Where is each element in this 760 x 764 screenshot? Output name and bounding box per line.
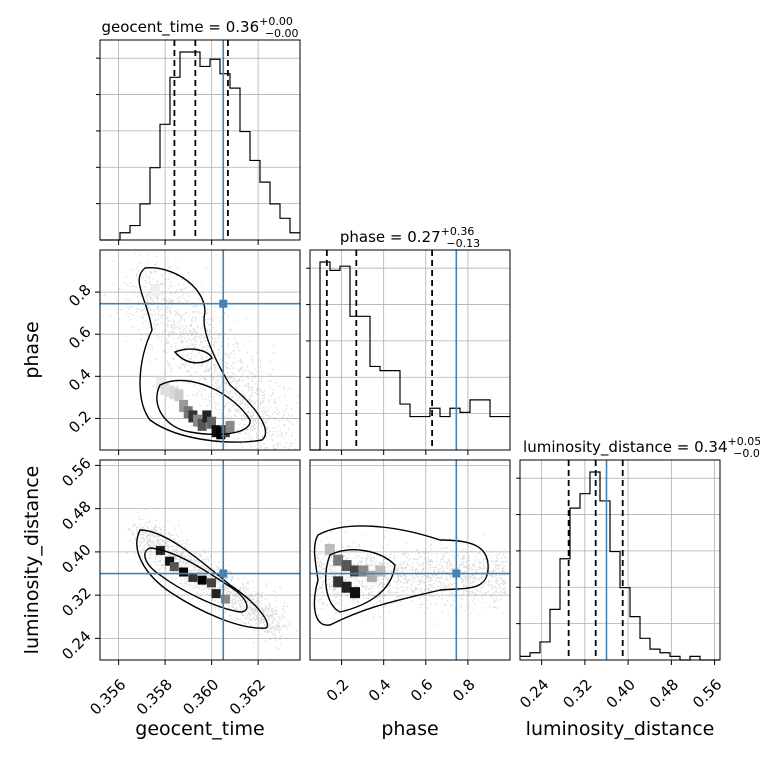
ytick-label-luminosity-distance: 0.48 [58, 497, 94, 533]
panel-phase-vs-geocent-time-density-cell [202, 410, 212, 423]
panel-luminosity-distance-vs-geocent-time-density-cell [211, 589, 221, 599]
xlabel-phase: phase [381, 718, 438, 740]
panel-luminosity-distance-vs-phase-bg [310, 460, 510, 660]
panel-phase-vs-geocent-time-density-cell [197, 418, 207, 431]
ytick-label-phase: 0.8 [65, 281, 95, 311]
panel-luminosity-distance-vs-geocent-time-density-cell [169, 562, 179, 572]
hist-luminosity-distance-frame [519, 459, 721, 661]
ylabel-phase: phase [21, 321, 43, 378]
panel-luminosity-distance-vs-phase-injection-marker [452, 569, 461, 578]
panel-phase-vs-geocent-time-contour-outer [138, 267, 267, 443]
ytick-label-phase: 0.6 [65, 323, 95, 353]
panel-luminosity-distance-vs-phase-frame [309, 459, 511, 661]
panel-luminosity-distance-vs-phase-density-cell [333, 576, 344, 588]
panel-luminosity-distance-vs-geocent-time-density-cell [188, 572, 198, 582]
panel-phase-vs-geocent-time-density-cell [183, 406, 193, 419]
panel-luminosity-distance-vs-phase-density-cell [324, 543, 335, 555]
panel-luminosity-distance-vs-geocent-time-density-cell [165, 556, 175, 566]
xlabel-geocent-time: geocent_time [135, 718, 264, 740]
xtick-label-luminosity-distance: 0.56 [689, 675, 725, 711]
panel-phase-vs-geocent-time-density-cell [160, 383, 170, 396]
hist-geocent-time-frame [99, 39, 301, 241]
panel-luminosity-distance-vs-geocent-time-contour-inner [144, 547, 248, 613]
panel-luminosity-distance-vs-phase-density-cell [350, 587, 360, 599]
hist-phase-frame [309, 249, 511, 451]
panel-phase-vs-geocent-time-density-cell [165, 385, 175, 398]
xtick-label-luminosity-distance: 0.48 [646, 675, 682, 711]
panel-luminosity-distance-vs-phase-density-cell [358, 565, 369, 577]
panel-luminosity-distance-vs-geocent-time-content [100, 460, 300, 660]
hist-luminosity-distance-title: luminosity_distance = 0.34+0.05−0.05 [523, 435, 760, 460]
panel-phase-vs-geocent-time-density-cell [169, 387, 179, 400]
panel-luminosity-distance-vs-phase-density-cell [375, 565, 386, 577]
panel-phase-vs-geocent-time-density-cell [206, 416, 216, 429]
panel-phase-vs-geocent-time-contour-inner [156, 379, 251, 435]
panel-luminosity-distance-vs-phase-density-cell [350, 565, 360, 577]
panel-luminosity-distance-vs-geocent-time-density-cell [220, 594, 230, 604]
hist-geocent-time-bg [100, 40, 300, 240]
panel-luminosity-distance-vs-phase-content [310, 460, 510, 660]
panel-phase-vs-geocent-time-density-cell [151, 284, 161, 297]
panel-luminosity-distance-vs-phase-contour-outer [313, 525, 489, 626]
panel-luminosity-distance-vs-geocent-time-frame [99, 459, 301, 661]
hist-luminosity-distance-step [520, 471, 720, 661]
panel-phase-vs-geocent-time-density-cell [211, 425, 221, 438]
hist-phase-title: phase = 0.27+0.36 −0.13 [340, 225, 480, 250]
panel-luminosity-distance-vs-geocent-time-contour-outer [136, 529, 269, 629]
hist-phase-bg [310, 250, 510, 450]
xtick-label-luminosity-distance: 0.32 [559, 675, 595, 711]
panel-phase-vs-geocent-time-samples [102, 250, 300, 450]
panel-luminosity-distance-vs-geocent-time-injection-marker [219, 569, 228, 578]
xtick-label-geocent-time: 0.360 [179, 675, 222, 718]
ytick-label-luminosity-distance: 0.32 [58, 584, 94, 620]
panel-phase-vs-geocent-time-density-cell [155, 376, 165, 389]
panel-luminosity-distance-vs-phase-density-cell [341, 581, 352, 593]
panel-phase-vs-geocent-time-density-cell [216, 427, 226, 440]
xtick-label-geocent-time: 0.358 [133, 675, 176, 718]
panel-luminosity-distance-vs-geocent-time-density-cell [197, 575, 207, 585]
panel-phase-vs-geocent-time-density-cell [225, 420, 235, 433]
panel-luminosity-distance-vs-geocent-time-density-cell [206, 578, 216, 588]
ytick-label-luminosity-distance: 0.24 [58, 627, 94, 663]
panel-phase-vs-geocent-time-density-cell [188, 410, 198, 423]
panel-luminosity-distance-vs-geocent-time-density-cell [179, 567, 189, 577]
xlabel-luminosity-distance: luminosity_distance [526, 718, 715, 740]
ytick-label-phase: 0.4 [65, 365, 95, 395]
ytick-label-luminosity-distance: 0.56 [58, 454, 94, 490]
panel-phase-vs-geocent-time-content [100, 250, 300, 450]
xtick-label-phase: 0.8 [449, 675, 479, 705]
xtick-label-phase: 0.2 [323, 675, 353, 705]
panel-phase-vs-geocent-time-density-cell [179, 399, 189, 412]
hist-phase-step [310, 261, 510, 451]
panel-luminosity-distance-vs-phase-density-cell [333, 554, 344, 566]
xtick-label-luminosity-distance: 0.40 [603, 675, 639, 711]
xtick-label-luminosity-distance: 0.24 [516, 675, 552, 711]
panel-luminosity-distance-vs-phase-contour-inner [325, 549, 396, 613]
panel-phase-vs-geocent-time-injection-marker [219, 299, 228, 308]
panel-phase-vs-geocent-time-density-cell [220, 425, 230, 438]
panel-phase-vs-geocent-time-frame [99, 249, 301, 451]
hist-geocent-time-title: geocent_time = 0.36+0.00 −0.00 [101, 15, 298, 40]
xtick-label-geocent-time: 0.362 [226, 675, 269, 718]
xtick-label-phase: 0.6 [407, 675, 437, 705]
panel-luminosity-distance-vs-phase-density-cell [366, 570, 377, 582]
xtick-label-phase: 0.4 [365, 675, 395, 705]
panel-phase-vs-geocent-time-contour-island [173, 348, 213, 364]
ylabel-luminosity-distance: luminosity_distance [21, 466, 43, 655]
panel-phase-vs-geocent-time-density-cell [174, 389, 184, 402]
ytick-label-luminosity-distance: 0.40 [58, 541, 94, 577]
panel-phase-vs-geocent-time-density-cell [193, 414, 203, 427]
hist-geocent-time-step [100, 51, 300, 241]
panel-luminosity-distance-vs-phase-density-cell [341, 560, 352, 572]
ytick-label-phase: 0.2 [65, 407, 95, 437]
xtick-label-geocent-time: 0.356 [86, 675, 129, 718]
